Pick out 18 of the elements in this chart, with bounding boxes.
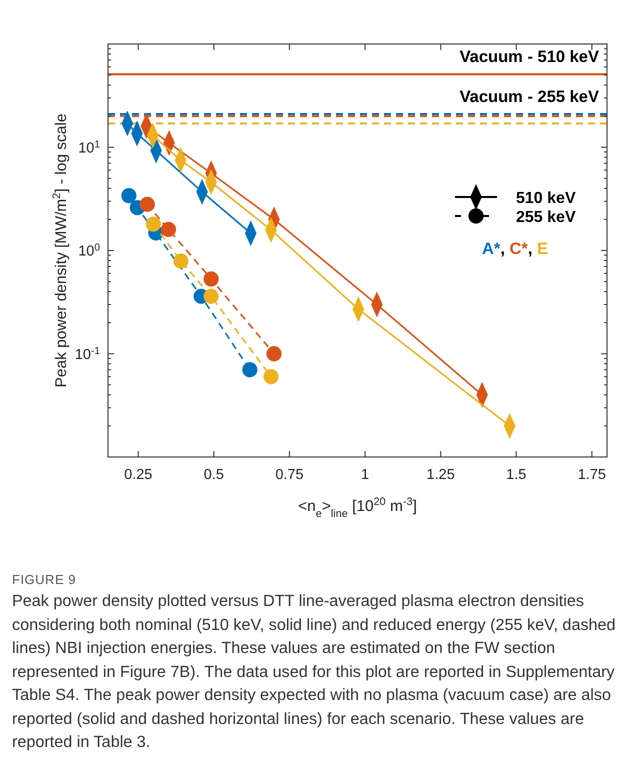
x-tick-label: 0.25 [124,467,152,483]
annotation: 510 keV [516,190,576,207]
annotation: 255 keV [516,209,576,226]
annotation: A*, C*, E [482,240,548,258]
ref-line-label: Vacuum - 510 keV [460,48,599,66]
x-tick-label: 0.75 [275,467,304,483]
x-tick-label: 0.5 [204,467,224,483]
y-tick-label: 10$^{1}$ [78,138,100,156]
y-tick-label: 10$^{-1}$ [74,345,100,363]
x-tick-label: 1 [361,467,370,483]
ref-line-label: Vacuum - 255 keV [460,88,599,106]
x-tick-label: 1.5 [506,467,526,483]
text: <n$_{e}$>$_{line}$ [10$^{20}$ m$^{-3}$] [298,496,417,520]
x-tick-label: 1.75 [578,467,606,483]
caption: FIGURE 9 [12,572,76,587]
text: Peak power density plotted versus DTT line-averaged plasma electron densities considering both nominal (510 keV, solid line) and reduced energy (255 keV, dashed lines) NBI injection energies. These values are estimated on the FW section represented in Figure 7B). The data used for this plot are reported in Supplementary Table S4. The peak power density expected with no plasma (vacuum case) are also reported (solid and dashed horizontal lines) for each scenario. These values are reported in Table 3. [12,591,617,753]
x-tick-label: 1.25 [426,467,455,483]
y-tick-label: 10$^{0}$ [78,242,100,260]
